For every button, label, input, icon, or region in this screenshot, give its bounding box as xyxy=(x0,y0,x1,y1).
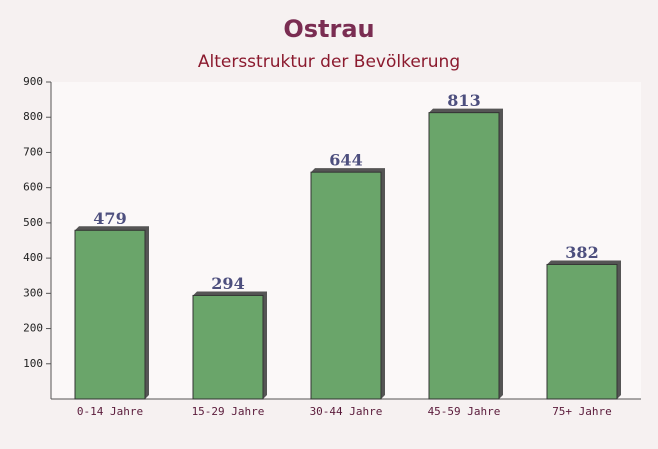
x-tick-label: 30-44 Jahre xyxy=(310,405,383,418)
value-label: 813 xyxy=(447,91,480,110)
value-label: 294 xyxy=(211,274,244,293)
y-tick-label: 200 xyxy=(23,322,43,335)
bar xyxy=(546,263,618,400)
bar xyxy=(310,171,382,400)
x-tick-label: 15-29 Jahre xyxy=(192,405,265,418)
x-tick-label: 0-14 Jahre xyxy=(77,405,143,418)
x-tick-label: 75+ Jahre xyxy=(552,405,612,418)
bar xyxy=(192,294,264,400)
y-tick-label: 500 xyxy=(23,216,43,229)
y-tick-label: 300 xyxy=(23,286,43,299)
x-tick-label: 45-59 Jahre xyxy=(428,405,501,418)
value-label: 382 xyxy=(565,243,598,262)
bar xyxy=(428,112,500,400)
y-tick-label: 600 xyxy=(23,181,43,194)
y-tick-label: 800 xyxy=(23,110,43,123)
y-tick-label: 900 xyxy=(23,75,43,88)
bar xyxy=(74,229,146,400)
chart-title: Ostrau xyxy=(283,15,374,43)
y-tick-label: 100 xyxy=(23,357,43,370)
y-tick-label: 700 xyxy=(23,145,43,158)
value-label: 479 xyxy=(93,209,126,228)
value-label: 644 xyxy=(329,151,362,170)
y-tick-label: 400 xyxy=(23,251,43,264)
chart-subtitle: Altersstruktur der Bevölkerung xyxy=(198,52,460,72)
